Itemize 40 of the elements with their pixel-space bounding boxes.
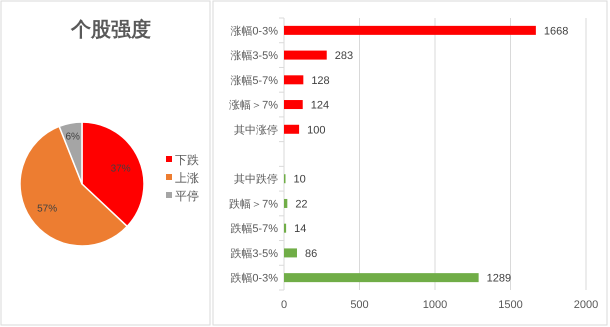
- data-label: 1289: [486, 272, 512, 285]
- chart-title: 个股强度: [70, 18, 151, 41]
- y-tick-label: 涨幅＞7%: [229, 100, 278, 112]
- bar: [284, 50, 327, 60]
- data-label: 14: [294, 223, 306, 236]
- bar: [284, 273, 479, 282]
- data-label: 10: [294, 174, 306, 186]
- y-tick-label: 其中跌停: [234, 172, 278, 186]
- bar: [284, 75, 304, 84]
- data-label: 22: [295, 198, 308, 210]
- data-label: 124: [310, 100, 330, 112]
- x-tick-label: 0: [280, 299, 288, 311]
- y-tick-label: 跌幅＞7%: [229, 198, 278, 210]
- bar: [284, 100, 303, 110]
- y-tick-label: 涨幅5-7%: [230, 74, 278, 87]
- data-label: 128: [311, 74, 330, 87]
- data-label: 6%: [65, 131, 80, 142]
- y-tick-label: 涨幅3-5%: [230, 50, 278, 62]
- data-label: 100: [307, 124, 326, 136]
- x-tick-label: 1000: [422, 299, 448, 311]
- y-tick-label: 其中涨停: [234, 123, 278, 136]
- data-label: 86: [304, 248, 318, 260]
- bar: [284, 26, 536, 35]
- x-tick-label: 500: [350, 299, 369, 311]
- y-tick-label: 跌幅3-5%: [230, 248, 278, 260]
- x-tick-label: 2000: [574, 299, 598, 311]
- bar: [284, 248, 297, 258]
- data-label: 57%: [37, 204, 58, 215]
- data-label: 37%: [110, 163, 131, 174]
- y-tick-label: 涨幅0-3%: [230, 25, 278, 38]
- bar: [284, 124, 300, 134]
- legend-label: 下跌: [175, 153, 199, 167]
- x-tick-label: 1500: [498, 299, 523, 311]
- legend-label: 平停: [175, 189, 199, 203]
- data-label: 283: [334, 50, 354, 62]
- data-label: 1668: [544, 25, 568, 38]
- y-tick-label: 跌幅5-7%: [230, 223, 278, 236]
- legend-label: 上涨: [175, 171, 199, 185]
- bar: [284, 198, 288, 208]
- y-tick-label: 跌幅0-3%: [230, 272, 278, 285]
